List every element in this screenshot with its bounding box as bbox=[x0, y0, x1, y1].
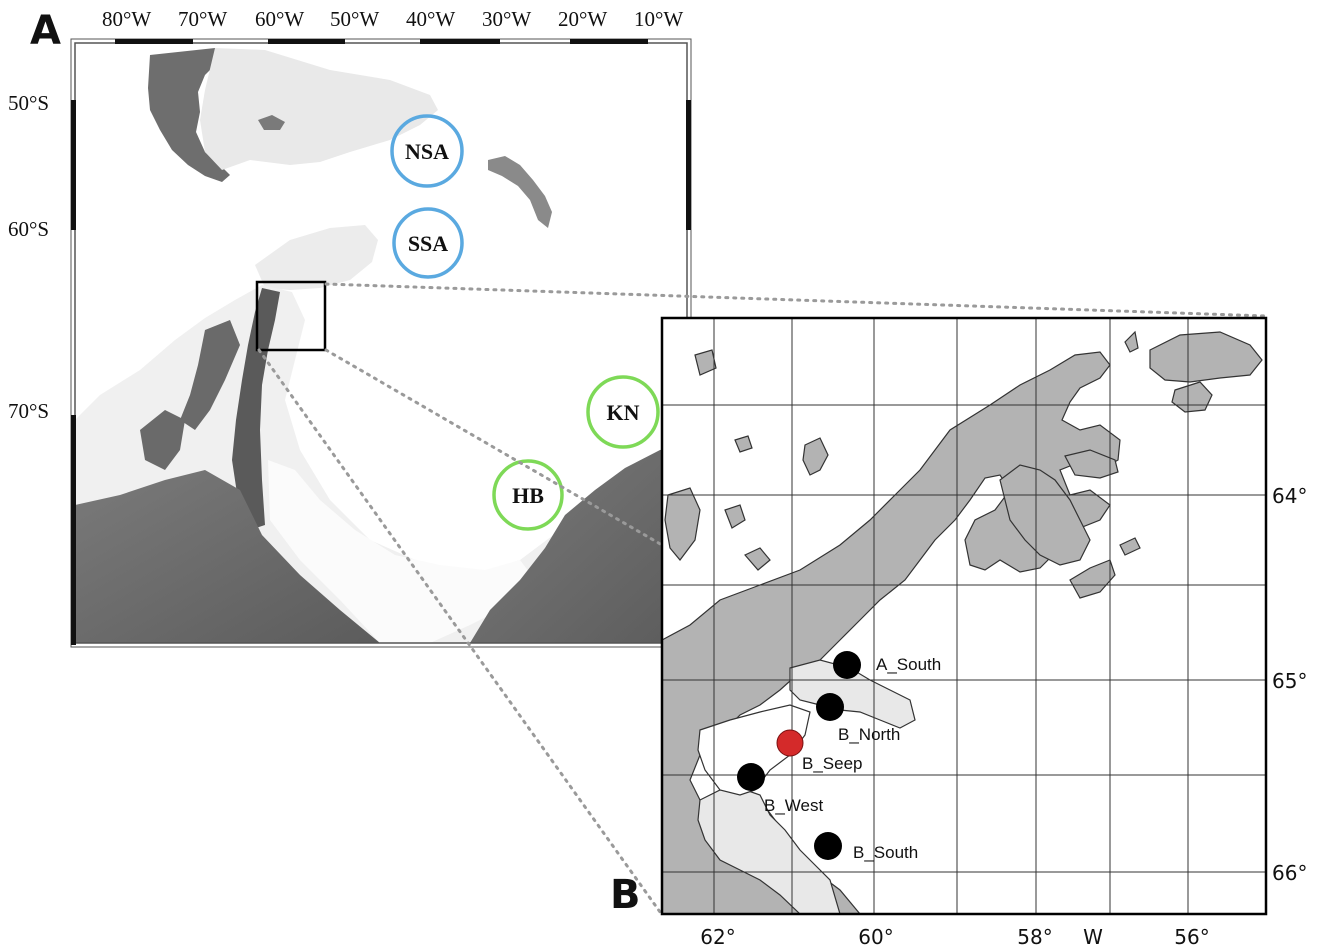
lon-label-a: 30°W bbox=[482, 7, 531, 31]
island-west-2 bbox=[664, 487, 701, 561]
region-kn: KN bbox=[586, 375, 660, 449]
region-ring bbox=[392, 207, 464, 279]
site-marker bbox=[737, 763, 765, 791]
site-label: A_South bbox=[876, 655, 941, 674]
map-b-terrain bbox=[662, 330, 1263, 914]
map-b bbox=[660, 316, 1268, 916]
peninsula-rock bbox=[232, 288, 280, 530]
west-antarctica-land bbox=[75, 470, 380, 643]
region-label: NSA bbox=[405, 139, 449, 164]
island-west-1 bbox=[694, 349, 717, 376]
site-a-south: A_South bbox=[833, 651, 941, 679]
site-b-south: B_South bbox=[814, 832, 918, 862]
peninsula-rock-west bbox=[180, 320, 240, 430]
lon-label-a: 70°W bbox=[178, 7, 227, 31]
map-a-terrain bbox=[75, 48, 687, 643]
map-b-frame bbox=[660, 316, 1268, 916]
lat-label-b: 65° bbox=[1272, 669, 1307, 693]
island-snow-hill bbox=[1069, 559, 1116, 599]
lon-label-a: 80°W bbox=[102, 7, 151, 31]
map-a bbox=[70, 38, 692, 648]
map-a-graticule-bars bbox=[71, 39, 691, 645]
south-america-shelf bbox=[200, 48, 438, 170]
map-b-lon-labels: 62° 60° 58° W 56° bbox=[700, 925, 1209, 948]
island-northern-tip bbox=[1124, 330, 1139, 353]
ice-shelf bbox=[268, 460, 535, 643]
region-hb: HB bbox=[492, 459, 564, 531]
island-west-6 bbox=[744, 547, 771, 571]
island-west-3 bbox=[802, 437, 829, 476]
island-west-4 bbox=[734, 435, 753, 453]
lon-label-a: 50°W bbox=[330, 7, 379, 31]
panel-a-letter: A bbox=[30, 8, 61, 54]
island-james-ross bbox=[1064, 449, 1119, 479]
site-marker bbox=[833, 651, 861, 679]
site-b-west: B_West bbox=[737, 763, 823, 815]
map-a-lon-labels: 80°W 70°W 60°W 50°W 40°W 30°W 20°W 10°W bbox=[102, 7, 683, 31]
map-b-grid bbox=[662, 318, 1266, 914]
panel-b-letter: B bbox=[610, 872, 641, 918]
island-small-b1 bbox=[1119, 537, 1141, 556]
zoom-connector-top bbox=[324, 282, 1268, 318]
zoom-connector-bottom bbox=[257, 348, 662, 914]
lon-label-b: 58° bbox=[1017, 925, 1052, 948]
region-ring bbox=[586, 375, 660, 449]
site-marker bbox=[776, 729, 804, 757]
peninsula-land bbox=[662, 351, 1121, 914]
inset-locator-box bbox=[255, 280, 327, 352]
lat-label-a: 60°S bbox=[8, 217, 49, 241]
site-b-seep: B_Seep bbox=[776, 729, 863, 773]
lat-label-a: 50°S bbox=[8, 91, 49, 115]
site-label: B_South bbox=[853, 843, 918, 862]
zoom-connector-middle bbox=[324, 348, 664, 547]
lon-label-b: 60° bbox=[858, 925, 893, 948]
lon-label-a: 40°W bbox=[406, 7, 455, 31]
region-nsa: NSA bbox=[390, 114, 464, 188]
region-label: KN bbox=[607, 400, 640, 425]
lon-label-b: 56° bbox=[1174, 925, 1209, 948]
ice-shelf-south bbox=[697, 787, 841, 914]
lat-label-b: 64° bbox=[1272, 484, 1307, 508]
scotia-ice bbox=[255, 225, 378, 290]
island-west-5 bbox=[724, 504, 746, 529]
lon-label-b: W bbox=[1083, 925, 1103, 948]
region-ssa: SSA bbox=[392, 207, 464, 279]
region-ring bbox=[492, 459, 564, 531]
lon-label-a: 60°W bbox=[255, 7, 304, 31]
island-east bbox=[999, 464, 1091, 566]
lon-label-a: 20°W bbox=[558, 7, 607, 31]
island-joinville bbox=[1149, 331, 1263, 383]
region-label: SSA bbox=[408, 231, 448, 256]
south-america-landmass bbox=[148, 48, 230, 182]
site-label: B_West bbox=[764, 796, 823, 815]
alexander-island bbox=[140, 410, 185, 470]
map-b-lat-labels: 64° 65° 66° bbox=[1272, 484, 1307, 885]
map-a-lat-labels: 50°S 60°S 70°S bbox=[8, 91, 49, 423]
site-label: B_Seep bbox=[802, 754, 863, 773]
region-ring bbox=[390, 114, 464, 188]
zoom-connectors bbox=[257, 282, 1268, 914]
site-label: B_North bbox=[838, 725, 900, 744]
site-marker bbox=[814, 832, 842, 860]
region-label: HB bbox=[512, 483, 544, 508]
white-sea-b bbox=[697, 704, 811, 796]
lat-label-a: 70°S bbox=[8, 399, 49, 423]
lon-label-b: 62° bbox=[700, 925, 735, 948]
lat-label-b: 66° bbox=[1272, 861, 1307, 885]
site-b-north: B_North bbox=[816, 693, 900, 744]
south-georgia-island bbox=[488, 156, 552, 228]
east-antarctica-land bbox=[470, 445, 687, 643]
lon-label-a: 10°W bbox=[634, 7, 683, 31]
site-marker bbox=[816, 693, 844, 721]
falkland-islands bbox=[258, 115, 285, 130]
